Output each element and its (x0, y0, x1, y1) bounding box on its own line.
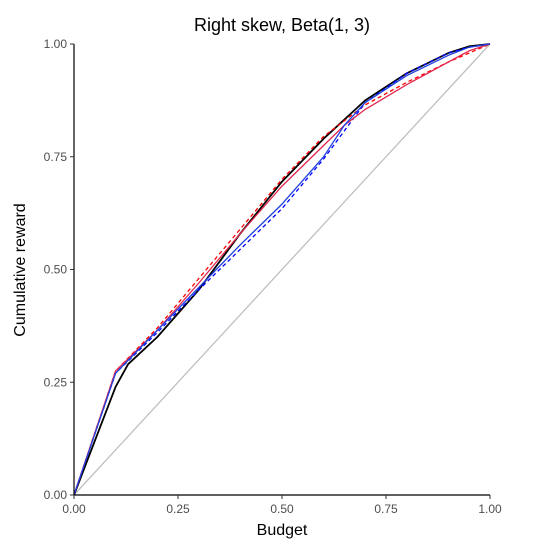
x-tick-label: 0.25 (166, 502, 190, 516)
x-tick-label: 1.00 (478, 502, 502, 516)
y-tick-label: 1.00 (44, 37, 68, 51)
series-line-2 (73, 43, 491, 496)
y-tick-label: 0.25 (44, 375, 68, 389)
y-tick-label: 0.50 (44, 263, 68, 277)
chart-title: Right skew, Beta(1, 3) (194, 15, 370, 35)
series-layer (73, 43, 491, 496)
y-ticks: 0.00 0.25 0.50 0.75 1.00 (44, 37, 74, 502)
series-line-4 (73, 43, 491, 496)
series-line-6 (73, 43, 491, 496)
y-tick-label: 0.00 (44, 488, 68, 502)
y-axis-title: Cumulative reward (12, 203, 29, 336)
series-line-1 (73, 43, 491, 496)
x-tick-label: 0.00 (62, 502, 86, 516)
x-tick-label: 0.50 (270, 502, 294, 516)
x-ticks: 0.00 0.25 0.50 0.75 1.00 (62, 495, 502, 516)
x-axis-title: Budget (257, 522, 308, 539)
y-tick-label: 0.75 (44, 150, 68, 164)
series-line-3 (73, 43, 491, 496)
x-tick-label: 0.75 (374, 502, 398, 516)
